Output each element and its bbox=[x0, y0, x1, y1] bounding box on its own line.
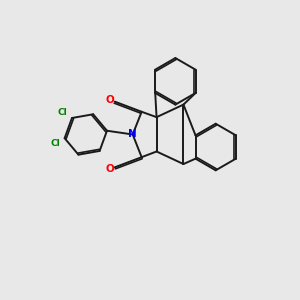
Text: Cl: Cl bbox=[50, 139, 60, 148]
Text: N: N bbox=[128, 130, 137, 140]
Text: Cl: Cl bbox=[58, 108, 67, 117]
Text: O: O bbox=[105, 95, 114, 105]
Text: O: O bbox=[105, 164, 114, 174]
